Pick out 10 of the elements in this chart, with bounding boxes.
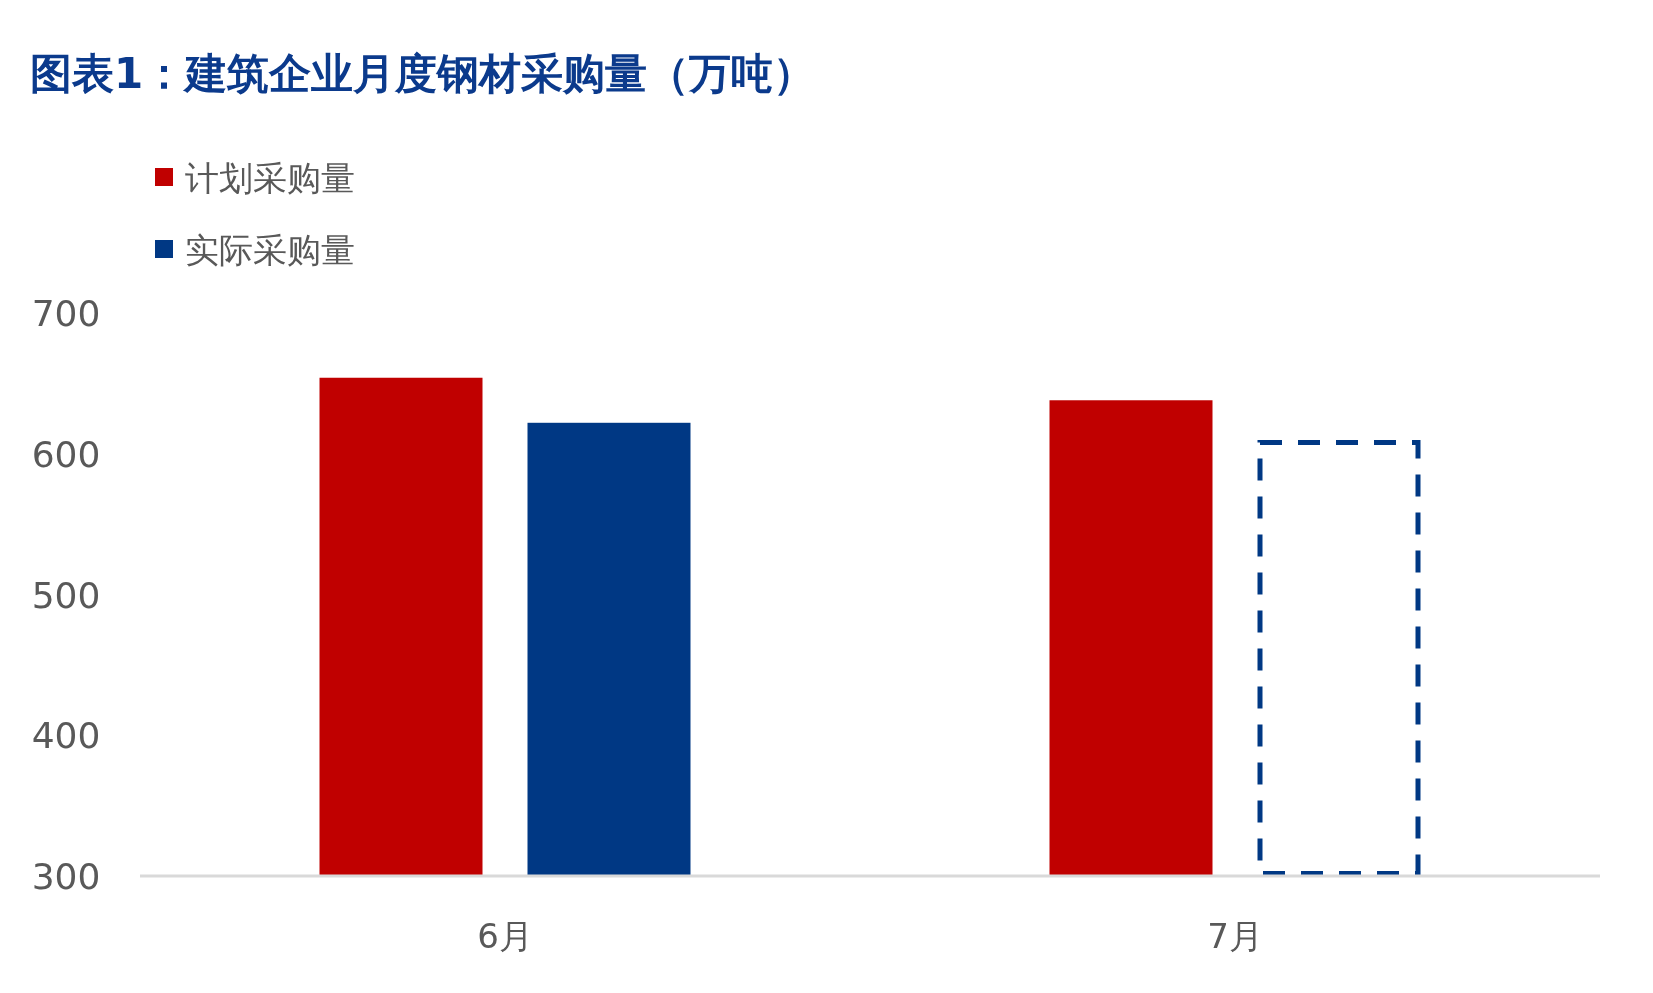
x-tick-label: 6月 bbox=[477, 916, 533, 956]
chart-title: 图表1：建筑企业月度钢材采购量（万吨） bbox=[30, 49, 816, 98]
y-tick-label: 700 bbox=[31, 293, 101, 334]
legend-label: 实际采购量 bbox=[185, 230, 355, 270]
y-tick-label: 400 bbox=[31, 715, 101, 757]
x-tick-label: 7月 bbox=[1207, 916, 1263, 956]
y-tick-label: 500 bbox=[31, 574, 101, 616]
y-tick-label: 600 bbox=[31, 433, 101, 475]
legend-label: 计划采购量 bbox=[185, 158, 355, 198]
y-tick-label: 300 bbox=[31, 856, 101, 897]
